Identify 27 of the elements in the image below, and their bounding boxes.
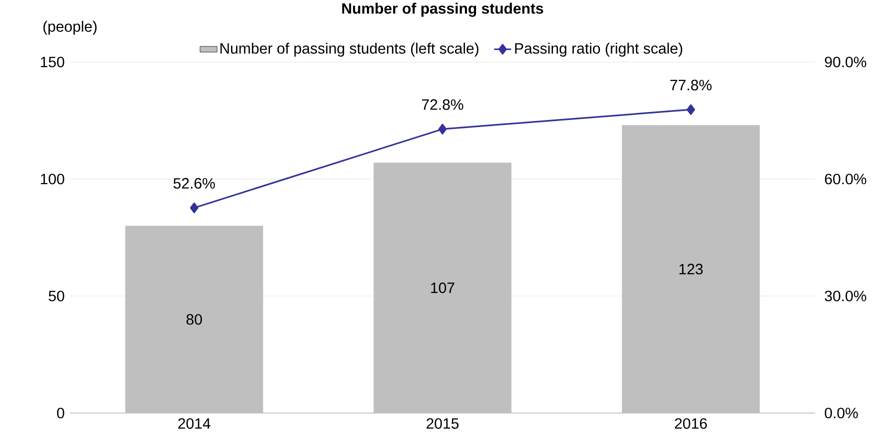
- y-tick-label: 0: [57, 408, 64, 418]
- point: [686, 104, 696, 115]
- legend-label: Passing ratio (right scale): [515, 42, 682, 57]
- data-label: 77.8%: [670, 80, 712, 90]
- x-tick-label: 2016: [674, 418, 707, 429]
- x-tick-label: 2014: [178, 418, 210, 429]
- y-tick-label: 150: [40, 56, 64, 68]
- data-label: 72.8%: [422, 99, 464, 110]
- y2-tick-label: 0.0%: [824, 408, 858, 418]
- point: [190, 202, 198, 214]
- point: [438, 124, 447, 134]
- bar: [374, 162, 512, 413]
- bar: [622, 125, 760, 413]
- y-tick-label: 100: [40, 174, 64, 184]
- data-label: 123: [679, 264, 703, 274]
- bar: [125, 226, 264, 413]
- y-tick-label: 50: [48, 290, 64, 302]
- y2-tick-label: 90.0%: [824, 56, 866, 68]
- legend-label: Number of passing students (left scale): [220, 42, 478, 57]
- y2-tick-label: 30.0%: [824, 290, 866, 302]
- data-label: 52.6%: [174, 178, 215, 189]
- x-tick-label: 2015: [426, 418, 459, 429]
- y-axis-title: (people): [43, 20, 97, 35]
- chart-title: Number of passing students: [342, 2, 544, 17]
- data-label: 80: [186, 314, 202, 325]
- y2-tick-label: 60.0%: [824, 174, 866, 184]
- data-label: 107: [431, 282, 454, 294]
